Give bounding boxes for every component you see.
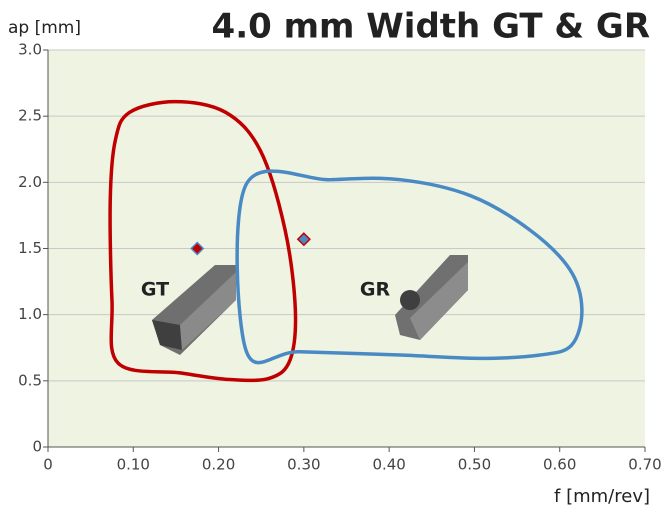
region-label: GR [360, 279, 391, 301]
chart-title: 4.0 mm Width GT & GR [212, 7, 650, 47]
x-tick-label: 0.60 [543, 456, 576, 474]
x-tick-label: 0.30 [287, 456, 320, 474]
y-tick-label: 0 [32, 438, 42, 456]
x-tick-label: 0.20 [202, 456, 235, 474]
region-label: GT [141, 279, 169, 301]
point-marker [190, 241, 205, 256]
y-tick-label: 0.5 [18, 371, 42, 389]
y-tick-label: 1.0 [18, 305, 42, 323]
x-tick-label: 0.10 [117, 456, 150, 474]
x-axis-label: f [mm/rev] [554, 486, 650, 507]
y-tick-label: 2.0 [18, 173, 42, 191]
y-tick-label: 1.5 [18, 239, 42, 257]
x-tick-label: 0 [43, 456, 53, 474]
y-axis-label: ap [mm] [8, 18, 81, 38]
x-tick-label: 0.70 [628, 456, 661, 474]
region-outline [108, 99, 298, 383]
x-tick-label: 0.50 [458, 456, 491, 474]
gt-insert [152, 265, 236, 355]
x-tick-label: 0.40 [372, 456, 405, 474]
region-outline [235, 169, 584, 365]
y-tick-label: 2.5 [18, 107, 42, 125]
y-tick-label: 3.0 [18, 41, 42, 59]
gr-insert [395, 255, 468, 340]
point-marker [296, 232, 311, 247]
